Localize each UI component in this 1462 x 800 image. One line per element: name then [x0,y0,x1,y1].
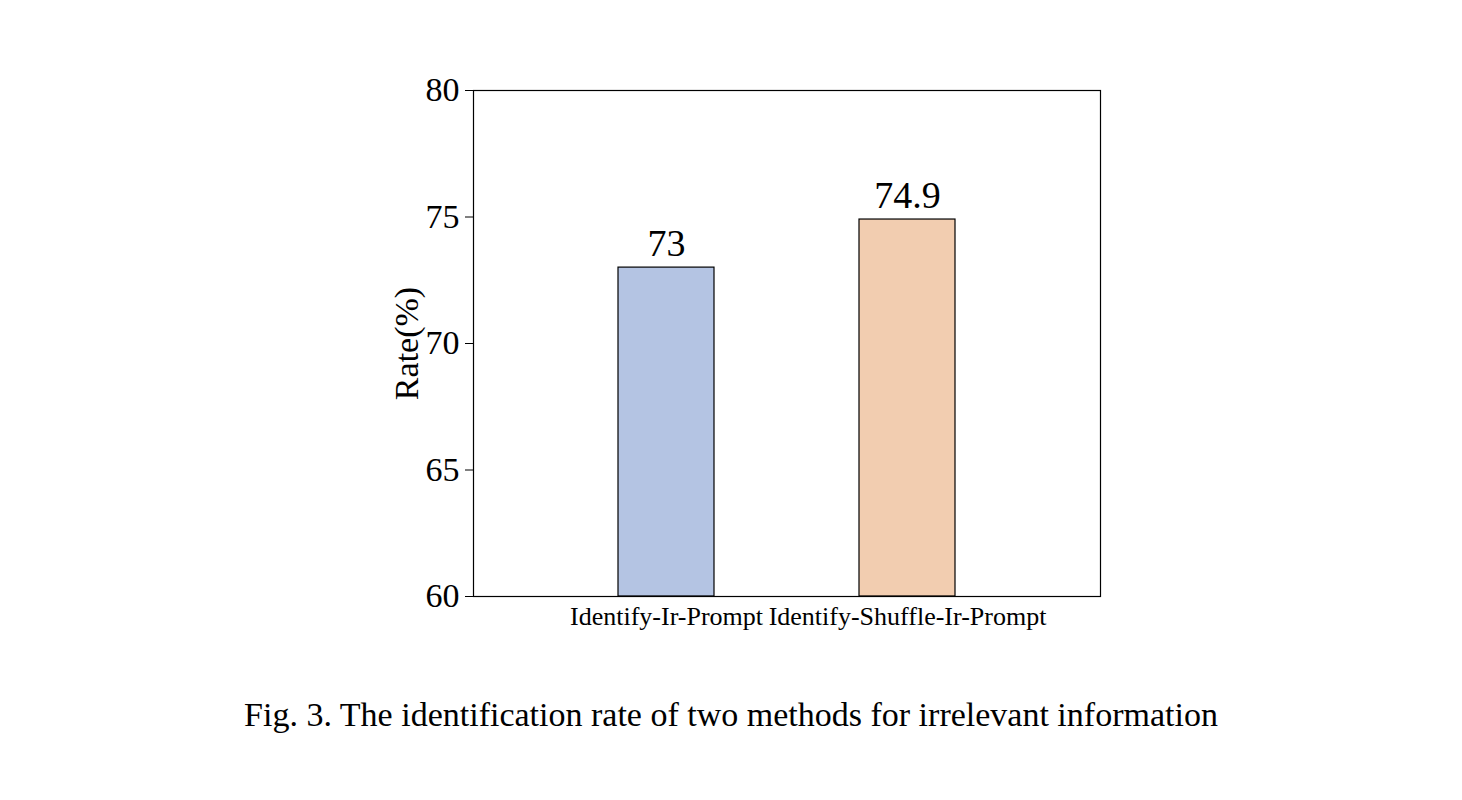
svg-text:Identify-Shuffle-Ir-Prompt: Identify-Shuffle-Ir-Prompt [769,602,1047,631]
svg-text:73: 73 [648,222,686,264]
html-text:Fig. 3. The identification rat: Fig. 3. The identification rate of two m… [244,696,1218,733]
svg-text:74.9: 74.9 [874,174,941,216]
svg-text:75: 75 [426,198,460,235]
svg-text:Identify-Ir-Prompt: Identify-Ir-Prompt [570,602,764,631]
svg-text:60: 60 [426,577,460,614]
svg-text:80: 80 [426,71,460,108]
svg-text:65: 65 [426,451,460,488]
svg-text:Rate(%): Rate(%) [388,287,426,400]
svg-text:70: 70 [426,324,460,361]
